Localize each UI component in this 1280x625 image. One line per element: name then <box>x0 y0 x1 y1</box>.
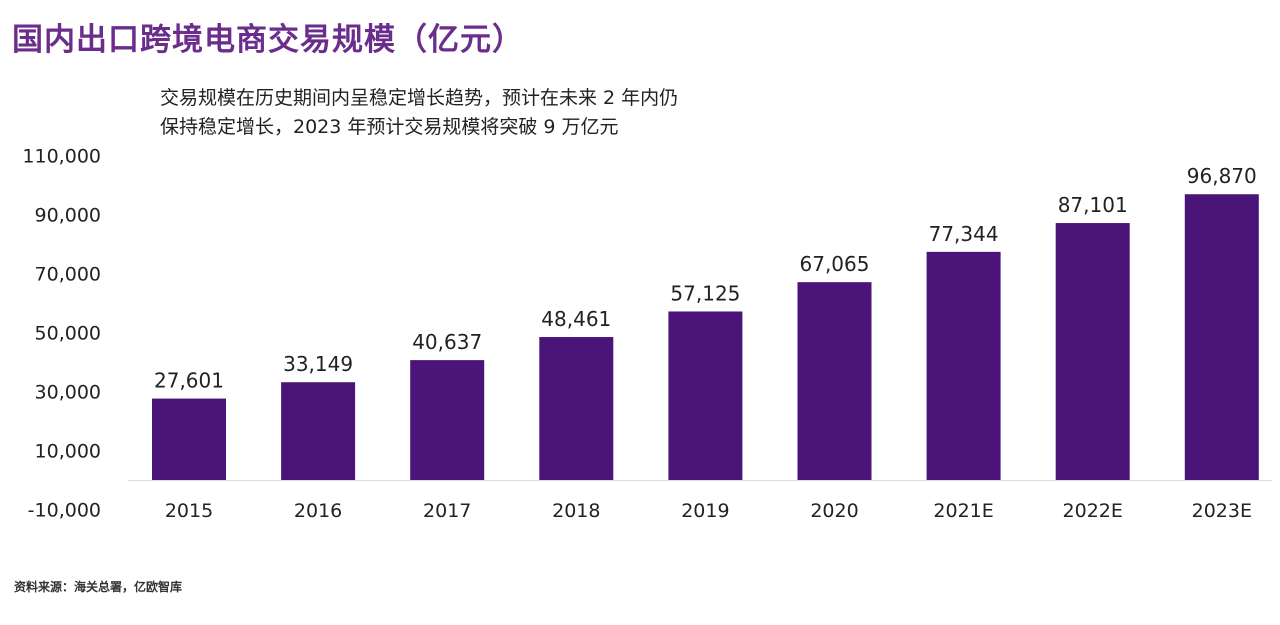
y-tick-label: 70,000 <box>35 264 101 286</box>
data-label: 96,870 <box>1187 164 1257 188</box>
chart-title: 国内出口跨境电商交易规模（亿元） <box>12 22 524 58</box>
y-tick-label: 90,000 <box>35 205 101 227</box>
x-tick-label: 2017 <box>423 500 471 522</box>
data-label: 67,065 <box>800 252 870 276</box>
bar-2019 <box>668 311 743 480</box>
y-tick-label: 110,000 <box>22 146 101 168</box>
data-label: 87,101 <box>1058 193 1128 217</box>
chart-annotation: 交易规模在历史期间内呈稳定增长趋势，预计在未来 2 年内仍 保持稳定增长，202… <box>160 84 678 142</box>
x-tick-label: 2018 <box>552 500 600 522</box>
data-label: 77,344 <box>929 222 999 246</box>
bar-2015 <box>152 398 226 480</box>
y-tick-label: 50,000 <box>35 323 101 345</box>
data-label: 57,125 <box>670 281 740 305</box>
bar-2021E <box>926 251 1001 480</box>
source-note: 资料来源：海关总署，亿欧智库 <box>14 580 183 594</box>
bar-2017 <box>410 360 485 480</box>
bar-2023E <box>1184 194 1259 480</box>
x-tick-label: 2019 <box>681 500 729 522</box>
bar-2022E <box>1055 223 1130 480</box>
annotation-line-2: 保持稳定增长，2023 年预计交易规模将突破 9 万亿元 <box>160 116 619 138</box>
annotation-line-1: 交易规模在历史期间内呈稳定增长趋势，预计在未来 2 年内仍 <box>160 87 679 109</box>
bar-2020 <box>797 282 872 480</box>
y-tick-label: 30,000 <box>35 382 101 404</box>
x-tick-label: 2021E <box>933 500 993 522</box>
data-label: 40,637 <box>412 330 482 354</box>
data-label: 48,461 <box>541 307 611 331</box>
data-label: 33,149 <box>283 352 353 376</box>
bar-2018 <box>539 337 614 480</box>
x-tick-label: 2015 <box>165 500 213 522</box>
y-tick-label: -10,000 <box>28 500 101 522</box>
x-tick-label: 2020 <box>810 500 858 522</box>
y-tick-label: 10,000 <box>35 441 101 463</box>
x-tick-label: 2022E <box>1063 500 1123 522</box>
x-tick-label: 2023E <box>1192 500 1252 522</box>
x-tick-label: 2016 <box>294 500 342 522</box>
bar-2016 <box>281 382 356 480</box>
data-label: 27,601 <box>154 369 224 393</box>
